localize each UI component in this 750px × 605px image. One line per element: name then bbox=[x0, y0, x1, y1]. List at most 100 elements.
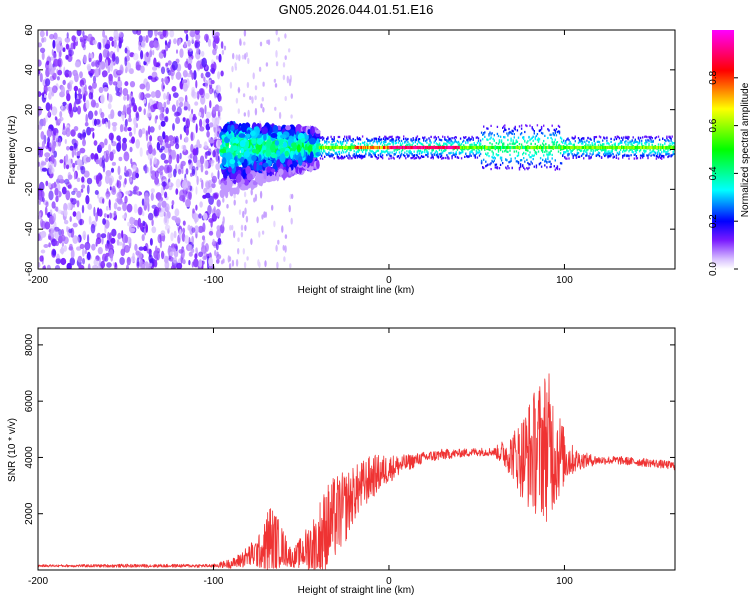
spectrogram-cell bbox=[163, 116, 168, 122]
spectrogram-cell bbox=[409, 143, 411, 146]
spectrogram-cell bbox=[644, 135, 646, 138]
spectrogram-cell bbox=[431, 150, 433, 153]
spectrogram-cell bbox=[420, 142, 423, 146]
spectrogram-cell bbox=[454, 152, 456, 155]
spectrogram-cell bbox=[172, 123, 175, 131]
spectrogram-cell bbox=[594, 145, 596, 150]
spectrogram-cell bbox=[139, 83, 146, 90]
spectrogram-cell bbox=[383, 150, 385, 153]
spectrogram-cell bbox=[507, 165, 509, 168]
spectrogram-cell bbox=[346, 154, 348, 157]
spectrogram-cell bbox=[484, 131, 486, 134]
spectrogram-cell bbox=[83, 54, 87, 64]
spectrogram-cell bbox=[389, 142, 391, 146]
spectrogram-cell bbox=[324, 141, 326, 144]
spectrogram-cell bbox=[632, 141, 634, 145]
spectrogram-cell bbox=[408, 150, 410, 153]
spectrogram-cell bbox=[454, 140, 456, 143]
spectrogram-cell bbox=[636, 144, 639, 147]
spectrogram-cell bbox=[244, 207, 247, 215]
spectrogram-cell bbox=[108, 175, 114, 184]
colorbar-ticks: 0.00.20.40.60.8 bbox=[708, 70, 738, 276]
spectrogram-cell bbox=[637, 137, 640, 140]
spectrogram-cell bbox=[540, 127, 543, 130]
spectrogram-cell bbox=[184, 136, 189, 143]
spectrogram-cell bbox=[496, 125, 499, 128]
spectrogram-cell bbox=[528, 135, 530, 139]
spectrogram-cell bbox=[610, 150, 612, 153]
spectrogram-cell bbox=[376, 141, 379, 144]
spectrogram-cell bbox=[117, 69, 123, 74]
spectrogram-cell bbox=[353, 155, 355, 159]
spectrogram-cell bbox=[397, 138, 400, 141]
spectrogram-cell bbox=[98, 86, 104, 94]
spectrogram-cell bbox=[133, 104, 138, 113]
spectrogram-cell bbox=[621, 145, 623, 150]
spectrogram-cell bbox=[79, 71, 83, 79]
spectrogram-cell bbox=[585, 142, 587, 145]
spectrogram-cell bbox=[605, 145, 607, 150]
spectrogram-cell bbox=[111, 161, 116, 166]
spectrogram-cell bbox=[446, 140, 448, 143]
spectrogram-cell bbox=[331, 140, 333, 143]
spectrogram-cell bbox=[623, 154, 625, 157]
spectrogram-cell bbox=[433, 145, 435, 150]
spectrogram-cell bbox=[346, 149, 348, 152]
spectrogram-cell bbox=[469, 144, 471, 147]
spectrogram-cell bbox=[389, 135, 391, 138]
spectrogram-cell bbox=[94, 190, 99, 195]
spectrogram-cell bbox=[380, 141, 383, 144]
spectrogram-cell bbox=[544, 150, 546, 153]
spectrogram-cell bbox=[449, 152, 451, 155]
spectrogram-cell bbox=[339, 142, 342, 145]
spectrogram-cell bbox=[108, 144, 112, 153]
spectrogram-cell bbox=[163, 92, 167, 101]
spectrogram-cell bbox=[550, 165, 552, 168]
spectrogram-cell bbox=[418, 152, 421, 155]
spectrogram-cell bbox=[367, 145, 369, 150]
spectrogram-cell bbox=[105, 193, 110, 200]
spectrogram-cell bbox=[127, 127, 132, 132]
spectrogram-cell bbox=[348, 135, 350, 138]
spectrogram-cell bbox=[240, 231, 244, 238]
spectrogram-cell bbox=[67, 82, 71, 90]
spectrogram-cell bbox=[345, 139, 347, 142]
spectrogram-cell bbox=[376, 149, 379, 152]
spectrogram-cell bbox=[198, 111, 202, 117]
spectrogram-cell bbox=[426, 154, 428, 157]
spectrogram-cell bbox=[338, 135, 341, 139]
spectrogram-cell bbox=[428, 145, 430, 150]
spectrogram-cell bbox=[274, 140, 280, 146]
spectrogram-cell bbox=[509, 153, 511, 156]
spectrogram-cell bbox=[208, 86, 213, 95]
spectrogram-cell bbox=[559, 152, 562, 155]
spectrogram-cell bbox=[162, 30, 167, 38]
spectrogram-cell bbox=[543, 154, 545, 157]
spectrogram-cell bbox=[440, 139, 443, 142]
spectrogram-cell bbox=[610, 145, 612, 150]
spectrogram-cell bbox=[137, 206, 143, 216]
spectrogram-cell bbox=[336, 144, 339, 147]
spectrogram-cell bbox=[238, 209, 242, 216]
spectrogram-cell bbox=[221, 49, 225, 55]
spectrogram-cell bbox=[128, 176, 132, 183]
spectrogram-cell bbox=[635, 140, 638, 143]
spectrogram-cell bbox=[178, 249, 184, 254]
spectrogram-cell bbox=[243, 158, 248, 168]
spectrogram-cell bbox=[625, 149, 627, 152]
spectrogram-cell bbox=[415, 154, 417, 157]
spectrogram-cell bbox=[376, 142, 379, 145]
spectrogram-cell bbox=[188, 57, 193, 65]
spectrogram-cell bbox=[173, 111, 180, 117]
spectrogram-cell bbox=[88, 92, 93, 100]
spectrogram-cell bbox=[116, 191, 122, 199]
spectrogram-cell bbox=[407, 137, 409, 141]
spectrogram-cell bbox=[491, 132, 493, 135]
spectrogram-cell bbox=[514, 125, 516, 128]
spectrogram-cell bbox=[390, 154, 392, 157]
spectrogram-cell bbox=[46, 60, 50, 66]
spectrogram-cell bbox=[355, 151, 357, 154]
spectrogram-cell bbox=[511, 145, 513, 150]
spectrogram-cell bbox=[39, 255, 44, 262]
spectrogram-cell bbox=[199, 118, 203, 128]
